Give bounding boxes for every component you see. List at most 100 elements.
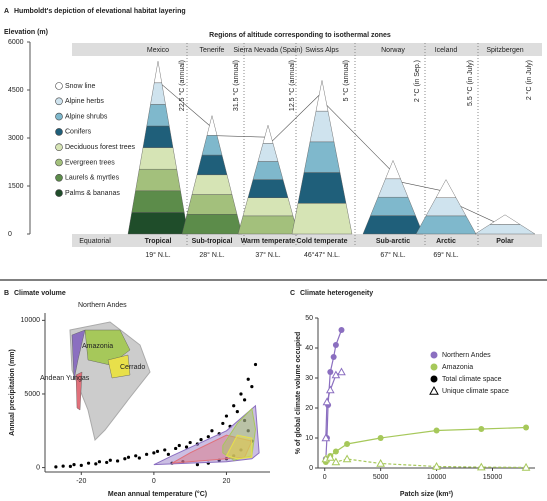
legend-label: Laurels & myrtles: [65, 175, 120, 182]
category-label: Sierra Nevada (Spain): [233, 47, 302, 54]
inset-region: [71, 329, 86, 381]
zone-label: Tropical: [145, 238, 172, 245]
legend-swatch: [55, 189, 63, 197]
marker: [325, 452, 335, 461]
legend-label: Evergreen trees: [65, 159, 115, 166]
climate-region: [225, 434, 253, 460]
latitude-label: 28° N.L.: [199, 251, 224, 259]
point: [108, 458, 112, 462]
x-tick-label: 5000: [373, 474, 389, 481]
point: [242, 398, 247, 402]
habitat-layer: [303, 141, 341, 173]
point: [163, 448, 167, 452]
marker: [342, 454, 352, 463]
point: [253, 362, 258, 367]
legend-swatch: [55, 143, 63, 151]
y-tick-label: 5000: [24, 391, 40, 398]
zone-label: Warm temperate: [241, 238, 296, 245]
zone-label: Cold temperate: [297, 238, 348, 245]
habitat-layer: [252, 161, 284, 180]
habitat-layer: [181, 214, 243, 235]
point: [134, 454, 138, 458]
point: [246, 429, 250, 433]
point: [123, 457, 127, 461]
habitat-layer: [186, 194, 238, 215]
legend-label: Alpine herbs: [65, 98, 104, 105]
latitude-label: 67° N.L.: [380, 251, 405, 259]
legend-label: Alpine shrubs: [65, 113, 108, 120]
panel-label: A: [4, 8, 9, 15]
habitat-layer: [385, 159, 401, 180]
habitat-layer: [135, 168, 181, 192]
point: [235, 410, 239, 414]
temperature-label: 2 °C (in Sep.): [413, 60, 421, 102]
point: [145, 452, 149, 456]
habitat-layer: [142, 125, 174, 148]
legend-label: Deciduous forest trees: [65, 144, 136, 151]
point: [250, 385, 254, 389]
marker: [327, 369, 334, 375]
x-tick-label: -20: [76, 478, 86, 485]
point: [137, 456, 141, 460]
chart-title: Climate volume: [14, 290, 66, 297]
marker: [331, 457, 341, 466]
point: [206, 435, 210, 439]
mountain: [181, 115, 243, 235]
temperature-label: 2 °C (in July): [525, 60, 533, 100]
x-axis-label: Patch size (km²): [400, 491, 453, 498]
marker: [337, 367, 346, 376]
point: [152, 451, 156, 455]
temperature-label: 12.5 °C (annual): [288, 60, 296, 111]
category-label: Swiss Alps: [305, 47, 339, 54]
habitat-layer: [127, 212, 189, 235]
y-tick-label: 30: [305, 375, 313, 382]
point: [195, 463, 200, 467]
category-label: Spitzbergen: [486, 47, 523, 54]
mountain: [291, 80, 353, 235]
marker: [325, 385, 335, 394]
inset-region: [107, 354, 131, 379]
legend-label: Northern Andes: [442, 352, 491, 359]
habitat-layer: [154, 61, 162, 84]
point: [68, 464, 73, 469]
y-tick-label: 3000: [8, 135, 24, 142]
legend-swatch: [430, 363, 438, 371]
y-tick-label: 10000: [21, 317, 41, 324]
legend-swatch: [55, 112, 63, 121]
habitat-layer: [297, 172, 347, 204]
legend-swatch: [55, 128, 63, 136]
zone-label: Polar: [496, 238, 514, 245]
point: [174, 446, 178, 451]
marker: [376, 458, 385, 467]
habitat-layer: [262, 124, 274, 144]
habitat-layer: [291, 203, 353, 235]
legend-swatch: [55, 97, 63, 106]
point: [232, 454, 236, 458]
y-tick-label: 40: [305, 345, 313, 352]
legend-label: Amazonia: [442, 364, 473, 371]
marker: [377, 435, 384, 441]
connector: [157, 80, 213, 128]
y-axis-label: % of global climate volume occupied: [295, 332, 302, 455]
mountain: [237, 124, 299, 235]
climate-region: [153, 404, 260, 466]
habitat-layer: [139, 147, 177, 170]
point: [86, 461, 91, 465]
point: [155, 449, 160, 453]
marker: [523, 424, 530, 431]
temperature-label: 5.5 °C (in July): [466, 60, 474, 106]
point: [188, 440, 192, 445]
point: [166, 452, 170, 456]
legend-swatch: [55, 174, 63, 182]
mountain: [362, 159, 424, 235]
y-axis-label: Elevation (m): [4, 29, 48, 36]
mountain: [415, 179, 477, 235]
connector: [321, 100, 394, 173]
habitat-layer: [247, 179, 289, 198]
point: [97, 460, 102, 464]
point: [126, 455, 131, 459]
x-axis-label: Mean annual temperature (°C): [108, 490, 207, 498]
marker: [321, 433, 331, 442]
latitude-label: 19° N.L.: [145, 251, 170, 259]
point: [177, 443, 181, 448]
